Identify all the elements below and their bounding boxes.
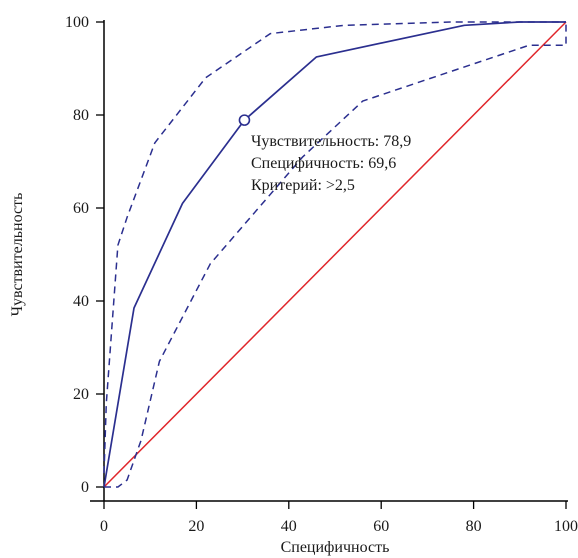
- x-axis-ticks: 0 20 40 60 80 100: [100, 501, 578, 535]
- x-tick-label: 60: [373, 518, 389, 535]
- annotation-criterion: Критерий: >2,5: [251, 177, 355, 194]
- y-tick-label: 0: [81, 479, 89, 496]
- y-tick-label: 20: [73, 386, 89, 403]
- y-axis-title: Чувствительность: [9, 193, 26, 317]
- x-tick-label: 40: [281, 518, 297, 535]
- y-tick-label: 80: [73, 107, 89, 124]
- x-tick-label: 0: [100, 518, 108, 535]
- x-tick-label: 20: [188, 518, 204, 535]
- reference-diagonal-line: [103, 21, 567, 488]
- roc-curve-line: [103, 21, 566, 488]
- annotation-sensitivity: Чувствительность: 78,9: [251, 133, 411, 150]
- x-tick-label: 80: [466, 518, 482, 535]
- y-tick-label: 40: [73, 293, 89, 310]
- series-layer: [103, 21, 567, 488]
- y-tick-label: 100: [65, 14, 89, 31]
- y-tick-label: 60: [73, 200, 89, 217]
- lower-confidence-bound-line: [104, 22, 567, 488]
- annotation-specificity: Специфичность: 69,6: [251, 155, 396, 172]
- x-axis-title: Специфичность: [281, 539, 390, 556]
- x-tick-label: 100: [554, 518, 578, 535]
- y-axis-ticks: 0 20 40 60 80 100: [65, 14, 104, 496]
- cutoff-point-marker: [238, 114, 251, 126]
- upper-confidence-bound-line: [103, 21, 566, 474]
- annotation-box: Чувствительность: 78,9 Специфичность: 69…: [251, 133, 411, 194]
- plot-frame: [90, 20, 568, 502]
